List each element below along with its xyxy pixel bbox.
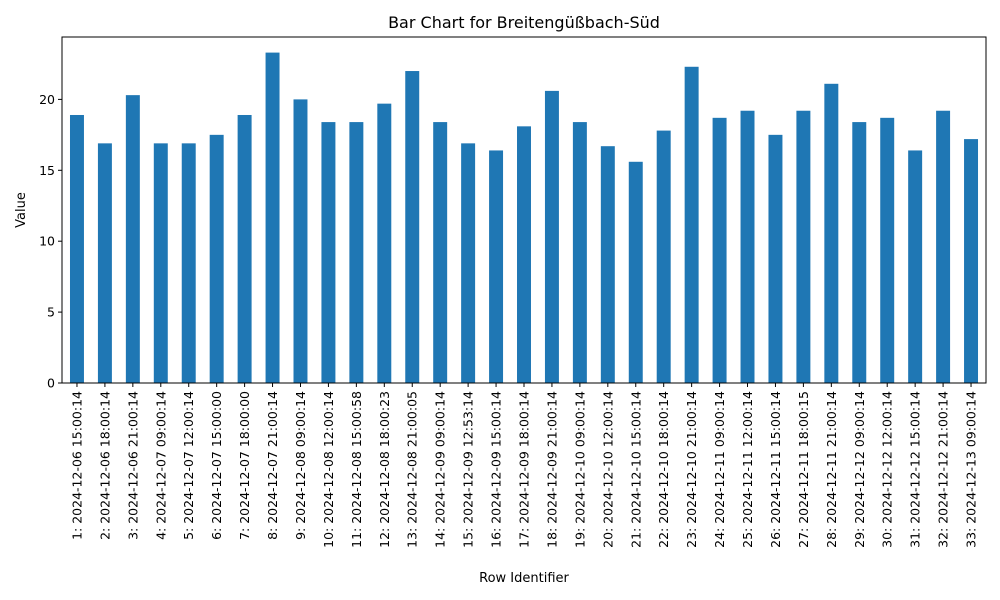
bar (97, 143, 112, 383)
y-axis-label: Value (14, 192, 29, 228)
x-tick-label: 31: 2024-12-12 15:00:14 (908, 391, 923, 548)
x-tick-label: 26: 2024-12-11 15:00:14 (768, 391, 783, 548)
x-tick-label: 23: 2024-12-10 21:00:14 (684, 391, 699, 548)
y-tick-label: 15 (39, 163, 55, 178)
y-tick-label: 20 (39, 92, 55, 107)
bar (880, 117, 895, 383)
chart-title: Bar Chart for Breitengüßbach-Süd (388, 13, 660, 32)
x-tick-label: 32: 2024-12-12 21:00:14 (936, 391, 951, 548)
x-tick-label: 18: 2024-12-09 21:00:14 (544, 391, 559, 548)
x-tick-label: 29: 2024-12-12 09:00:14 (852, 391, 867, 548)
bar (964, 139, 979, 383)
x-tick-label: 27: 2024-12-11 18:00:15 (796, 391, 811, 548)
bar (237, 114, 252, 383)
x-tick-label: 22: 2024-12-10 18:00:14 (656, 391, 671, 548)
plot-area: 1: 2024-12-06 15:00:14 2: 2024-12-06 18:0… (39, 52, 979, 548)
bar (153, 143, 168, 383)
x-tick-label: 20: 2024-12-10 12:00:14 (600, 391, 615, 548)
bar (796, 110, 811, 383)
bar (712, 117, 727, 383)
x-tick-label: 5: 2024-12-07 12:00:14 (181, 391, 196, 540)
bar (908, 150, 923, 383)
x-tick-label: 21: 2024-12-10 15:00:14 (628, 391, 643, 548)
bar (321, 122, 336, 383)
x-tick-label: 25: 2024-12-11 12:00:14 (740, 391, 755, 548)
x-tick-label: 6: 2024-12-07 15:00:00 (209, 391, 224, 540)
bar (293, 99, 308, 384)
x-tick-label: 33: 2024-12-13 09:00:14 (964, 391, 979, 548)
bar (377, 103, 392, 384)
x-tick-label: 1: 2024-12-06 15:00:14 (69, 391, 84, 540)
y-tick-label: 5 (47, 305, 55, 320)
x-tick-label: 12: 2024-12-08 18:00:23 (377, 391, 392, 548)
bar (768, 134, 783, 383)
x-tick-label: 4: 2024-12-07 09:00:14 (153, 391, 168, 540)
bar (405, 71, 420, 384)
bar (544, 90, 559, 383)
bar (489, 150, 504, 383)
x-tick-label: 17: 2024-12-09 18:00:14 (517, 391, 532, 548)
x-tick-label: 9: 2024-12-08 09:00:14 (293, 391, 308, 540)
x-tick-label: 3: 2024-12-06 21:00:14 (125, 391, 140, 540)
x-tick-label: 30: 2024-12-12 12:00:14 (880, 391, 895, 548)
x-tick-label: 24: 2024-12-11 09:00:14 (712, 391, 727, 548)
x-tick-label: 16: 2024-12-09 15:00:14 (489, 391, 504, 548)
plot-frame (61, 36, 987, 384)
bar (852, 122, 867, 383)
x-tick-label: 28: 2024-12-11 21:00:14 (824, 391, 839, 548)
x-tick-label: 2: 2024-12-06 18:00:14 (97, 391, 112, 540)
bar (740, 110, 755, 383)
bar (517, 126, 531, 384)
bar (600, 146, 615, 383)
y-tick-label: 10 (39, 234, 55, 249)
x-tick-label: 13: 2024-12-08 21:00:05 (405, 391, 420, 548)
bar (209, 134, 224, 383)
bar (572, 122, 587, 383)
x-tick-label: 14: 2024-12-09 09:00:14 (433, 391, 448, 548)
bar (656, 130, 671, 383)
x-axis-label: Row Identifier (479, 571, 569, 586)
bar (684, 66, 699, 383)
bar (181, 143, 196, 383)
x-tick-label: 11: 2024-12-08 15:00:58 (349, 391, 364, 548)
y-tick-label: 0 (47, 376, 55, 391)
bar (461, 143, 476, 383)
bar (824, 83, 839, 384)
x-tick-label: 10: 2024-12-08 12:00:14 (321, 391, 336, 548)
bar (125, 95, 140, 383)
bar (628, 161, 643, 383)
x-tick-label: 15: 2024-12-09 12:53:14 (461, 391, 476, 548)
bar (936, 110, 951, 383)
bar (433, 122, 448, 383)
bar (69, 114, 84, 383)
bar (265, 52, 280, 384)
x-tick-label: 7: 2024-12-07 18:00:00 (237, 391, 252, 540)
x-tick-label: 8: 2024-12-07 21:00:14 (265, 391, 280, 540)
x-tick-label: 19: 2024-12-10 09:00:14 (572, 391, 587, 548)
bar (349, 122, 364, 383)
